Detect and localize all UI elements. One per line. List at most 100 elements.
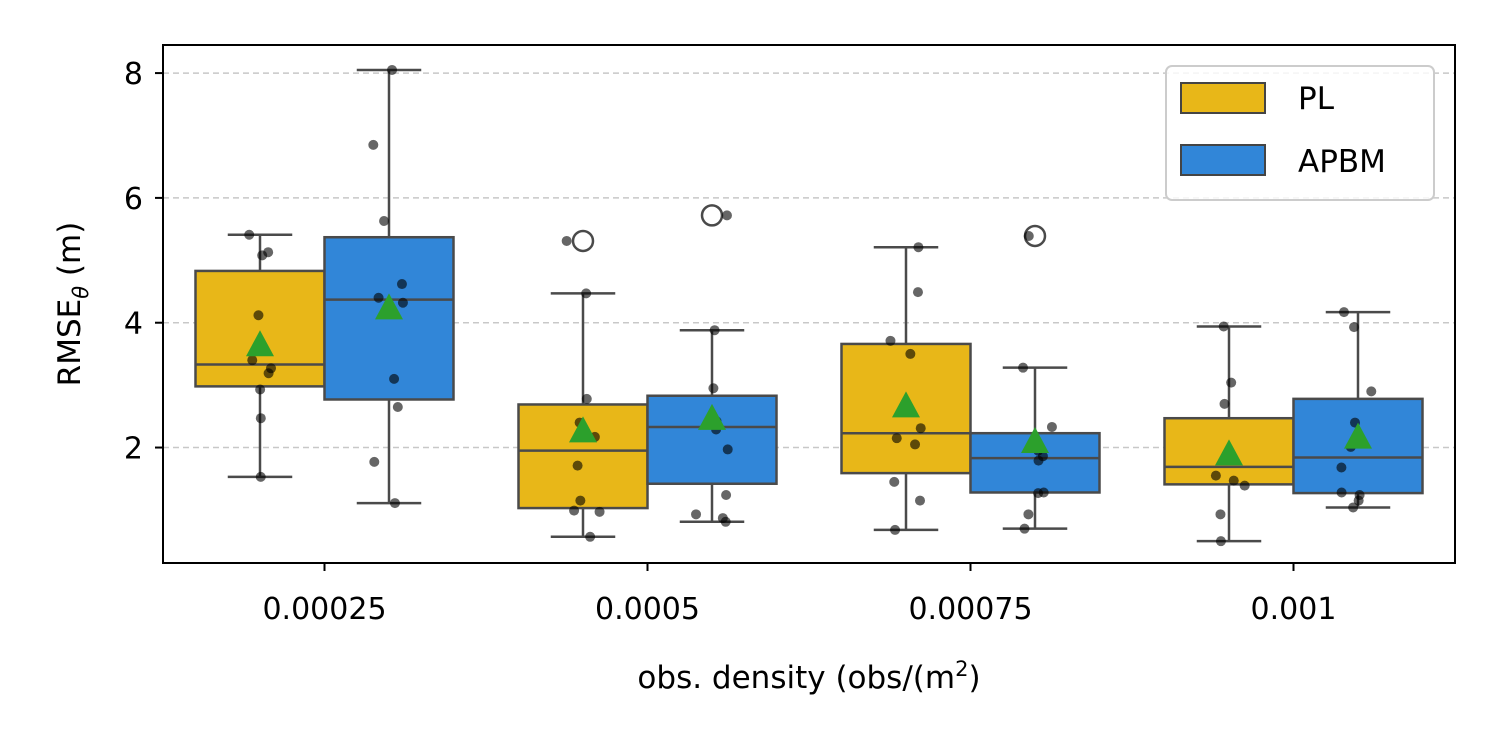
- mean-marker: [892, 391, 920, 418]
- legend-swatch-pl: [1180, 82, 1266, 114]
- data-point: [722, 444, 733, 455]
- data-point: [1210, 470, 1221, 481]
- data-point: [253, 310, 264, 321]
- data-point: [392, 401, 403, 412]
- data-point: [379, 215, 390, 226]
- legend-swatch-apbm: [1180, 144, 1266, 176]
- data-point: [1033, 455, 1044, 466]
- mean-marker: [698, 403, 726, 430]
- y-tick-label: 4: [124, 307, 143, 342]
- data-point: [1336, 462, 1347, 473]
- data-point: [389, 373, 400, 384]
- x-axis-title: obs. density (obs/(m2): [637, 657, 980, 696]
- data-point: [569, 505, 580, 516]
- mean-marker: [569, 416, 597, 443]
- x-tick-label: 0.0005: [595, 592, 700, 627]
- data-point: [257, 250, 268, 261]
- data-point: [594, 506, 605, 517]
- data-point: [255, 384, 266, 395]
- y-axis-title: RMSEθ (m): [52, 222, 93, 387]
- data-point: [255, 471, 266, 482]
- outlier-marker: [700, 204, 724, 227]
- data-point: [1349, 322, 1360, 333]
- data-point: [368, 139, 379, 150]
- data-point: [247, 355, 258, 366]
- box-pl: [194, 269, 326, 388]
- y-axis: 2 4 6 8: [124, 57, 163, 467]
- data-point: [905, 348, 916, 359]
- data-point: [1353, 495, 1364, 506]
- data-point: [1018, 362, 1029, 373]
- data-point: [581, 393, 592, 404]
- legend-label-apbm: APBM: [1298, 144, 1386, 180]
- data-point: [891, 433, 902, 444]
- x-tick-label: 0.00025: [262, 592, 386, 627]
- data-point: [890, 524, 901, 535]
- data-point: [708, 383, 719, 394]
- data-point: [721, 210, 732, 221]
- data-point: [915, 423, 926, 434]
- data-point: [721, 489, 732, 500]
- data-point: [1338, 307, 1349, 318]
- data-point: [1348, 502, 1359, 513]
- y-tick-label: 8: [124, 57, 143, 92]
- x-axis-title-superscript: 2: [955, 657, 968, 681]
- data-point: [572, 460, 583, 471]
- mean-marker: [1215, 439, 1243, 466]
- data-point: [1218, 321, 1229, 332]
- box-pl: [517, 403, 649, 510]
- data-point: [1226, 377, 1237, 388]
- data-point: [709, 325, 720, 336]
- data-point: [1215, 509, 1226, 520]
- data-point: [1239, 480, 1250, 491]
- mean-marker: [246, 330, 274, 357]
- data-point: [1219, 398, 1230, 409]
- mean-marker: [1344, 422, 1372, 449]
- mean-markers: [246, 293, 1372, 466]
- legend: PL APBM: [1165, 65, 1435, 201]
- data-point: [1033, 488, 1044, 499]
- data-point: [1336, 487, 1347, 498]
- data-point: [1019, 523, 1030, 534]
- x-tick-label: 0.00075: [908, 592, 1032, 627]
- data-point: [373, 292, 384, 303]
- data-point: [387, 64, 398, 75]
- data-point: [389, 498, 400, 509]
- data-point: [585, 531, 596, 542]
- y-tick-label: 6: [124, 182, 143, 217]
- mean-marker: [1021, 426, 1049, 453]
- data-point: [263, 368, 274, 379]
- data-point: [1023, 230, 1034, 241]
- data-point: [913, 242, 924, 253]
- x-axis: 0.00025 0.0005 0.00075 0.001: [262, 563, 1336, 627]
- data-point: [1215, 536, 1226, 547]
- mean-marker: [375, 293, 403, 320]
- data-point: [1366, 386, 1377, 397]
- y-axis-title-subscript: θ: [69, 286, 93, 299]
- y-tick-label: 2: [124, 432, 143, 467]
- data-point: [369, 456, 380, 467]
- legend-label-pl: PL: [1298, 81, 1335, 117]
- data-point: [255, 413, 266, 424]
- data-point: [396, 279, 407, 290]
- x-tick-label: 0.001: [1251, 592, 1337, 627]
- data-point: [889, 476, 900, 487]
- data-point: [397, 297, 408, 308]
- plot-frame: [162, 44, 1456, 564]
- data-point: [244, 229, 255, 240]
- data-point: [575, 495, 586, 506]
- data-point: [720, 516, 731, 527]
- data-point: [561, 235, 572, 246]
- data-point: [915, 495, 926, 506]
- data-point: [1228, 475, 1239, 486]
- data-point: [1023, 509, 1034, 520]
- outlier-marker: [571, 229, 595, 253]
- data-point: [912, 287, 923, 298]
- data-point: [1046, 421, 1057, 432]
- data-point: [581, 288, 592, 299]
- data-point: [885, 335, 896, 346]
- data-point: [691, 509, 702, 520]
- data-point: [910, 439, 921, 450]
